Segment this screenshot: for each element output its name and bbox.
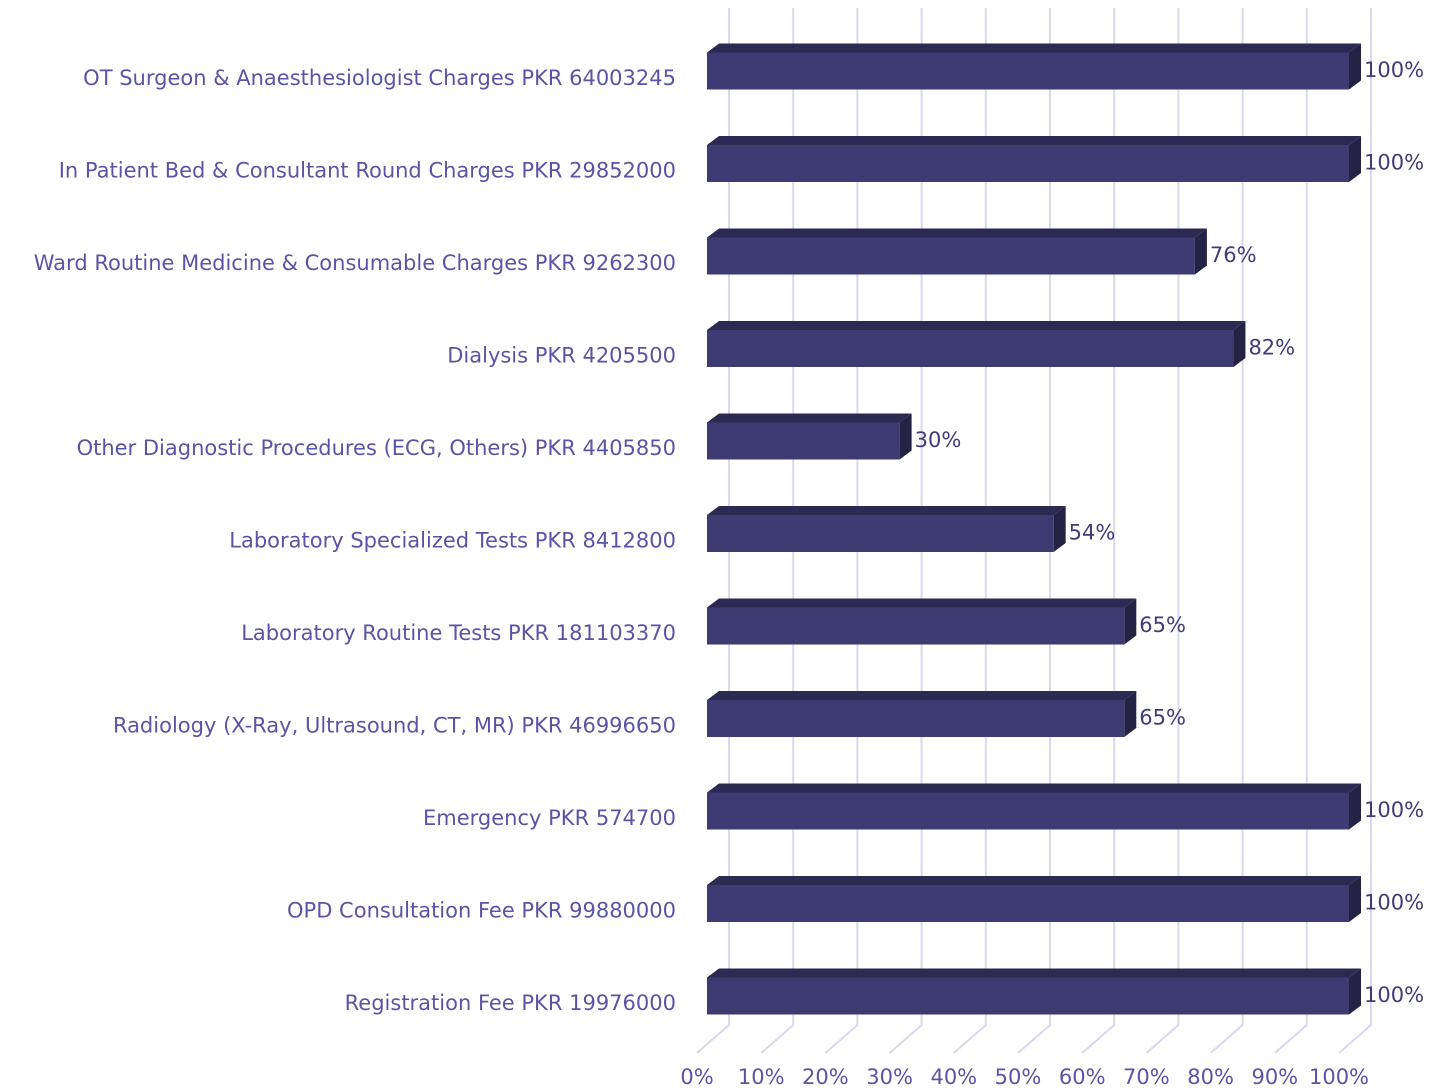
value-label: 76%: [1210, 243, 1257, 267]
bar-top: [707, 691, 1137, 700]
bar-side: [1233, 321, 1246, 367]
bar: [707, 968, 1361, 1015]
category-label: Other Diagnostic Procedures (ECG, Others…: [77, 436, 676, 460]
grid-line: [1338, 8, 1372, 1054]
bar: [707, 228, 1207, 275]
bar: [707, 321, 1246, 367]
bar-front: [707, 885, 1349, 922]
bar-top: [707, 506, 1066, 515]
bar-side: [1349, 136, 1361, 182]
value-label: 30%: [915, 428, 962, 452]
bar-top: [707, 321, 1246, 330]
category-label: Ward Routine Medicine & Consumable Charg…: [34, 251, 676, 275]
bar-top: [707, 968, 1361, 978]
category-label: OT Surgeon & Anaesthesiologist Charges P…: [83, 66, 676, 90]
value-label: 54%: [1069, 521, 1116, 545]
bar: [707, 506, 1066, 552]
x-tick-label: 40%: [930, 1065, 977, 1088]
bar-front: [707, 607, 1125, 645]
bar-top: [707, 228, 1207, 238]
category-label: Laboratory Specialized Tests PKR 8412800: [229, 529, 676, 553]
bar: [707, 136, 1361, 182]
x-tick-label: 90%: [1251, 1065, 1298, 1088]
bar-side: [1349, 876, 1361, 922]
x-tick-label: 100%: [1309, 1065, 1369, 1088]
x-tick-label: 50%: [995, 1065, 1042, 1088]
category-label: Emergency PKR 574700: [423, 806, 676, 830]
value-label: 100%: [1364, 58, 1424, 82]
bar-side: [1124, 598, 1137, 645]
bar-top: [707, 876, 1361, 885]
category-label: OPD Consultation Fee PKR 99880000: [287, 899, 676, 923]
bar-top: [707, 598, 1137, 608]
bar-top: [707, 43, 1361, 53]
bar-front: [707, 700, 1125, 737]
category-label: In Patient Bed & Consultant Round Charge…: [59, 159, 676, 183]
x-tick-label: 80%: [1187, 1065, 1234, 1088]
value-label: 100%: [1364, 798, 1424, 822]
x-tick-label: 20%: [802, 1065, 849, 1088]
value-label: 100%: [1364, 983, 1424, 1007]
bar: [707, 783, 1361, 830]
bar-side: [1349, 783, 1361, 830]
x-tick-label: 30%: [866, 1065, 913, 1088]
bar-front: [707, 792, 1349, 830]
bar-side: [1124, 691, 1137, 737]
x-tick-label: 60%: [1059, 1065, 1106, 1088]
bar-front: [707, 237, 1195, 275]
x-tick-label: 0%: [680, 1065, 713, 1088]
bar: [707, 413, 912, 460]
bar-side: [899, 413, 912, 460]
grid-line: [1274, 8, 1308, 1054]
x-tick-label: 10%: [738, 1065, 785, 1088]
value-label: 100%: [1364, 891, 1424, 915]
bar: [707, 598, 1137, 645]
bar-front: [707, 52, 1349, 90]
bar-front: [707, 977, 1349, 1015]
category-label: Registration Fee PKR 19976000: [345, 991, 676, 1015]
bar: [707, 691, 1137, 737]
x-tick-label: 70%: [1123, 1065, 1170, 1088]
bar: [707, 876, 1361, 922]
bar-front: [707, 145, 1349, 182]
value-label: 65%: [1139, 613, 1186, 637]
bar-side: [1349, 968, 1361, 1015]
bar-front: [707, 330, 1234, 367]
bar-front: [707, 422, 900, 460]
bar: [707, 43, 1361, 90]
bar-side: [1053, 506, 1066, 552]
category-label: Radiology (X-Ray, Ultrasound, CT, MR) PK…: [113, 714, 676, 738]
category-label: Laboratory Routine Tests PKR 181103370: [241, 621, 676, 645]
value-label: 100%: [1364, 151, 1424, 175]
category-label: Dialysis PKR 4205500: [447, 344, 676, 368]
bar-side: [1194, 228, 1207, 275]
bar-top: [707, 413, 912, 423]
bar-top: [707, 783, 1361, 793]
value-label: 82%: [1248, 336, 1295, 360]
bar-front: [707, 515, 1054, 552]
value-label: 65%: [1139, 706, 1186, 730]
bar-side: [1349, 43, 1361, 90]
bar-top: [707, 136, 1361, 145]
